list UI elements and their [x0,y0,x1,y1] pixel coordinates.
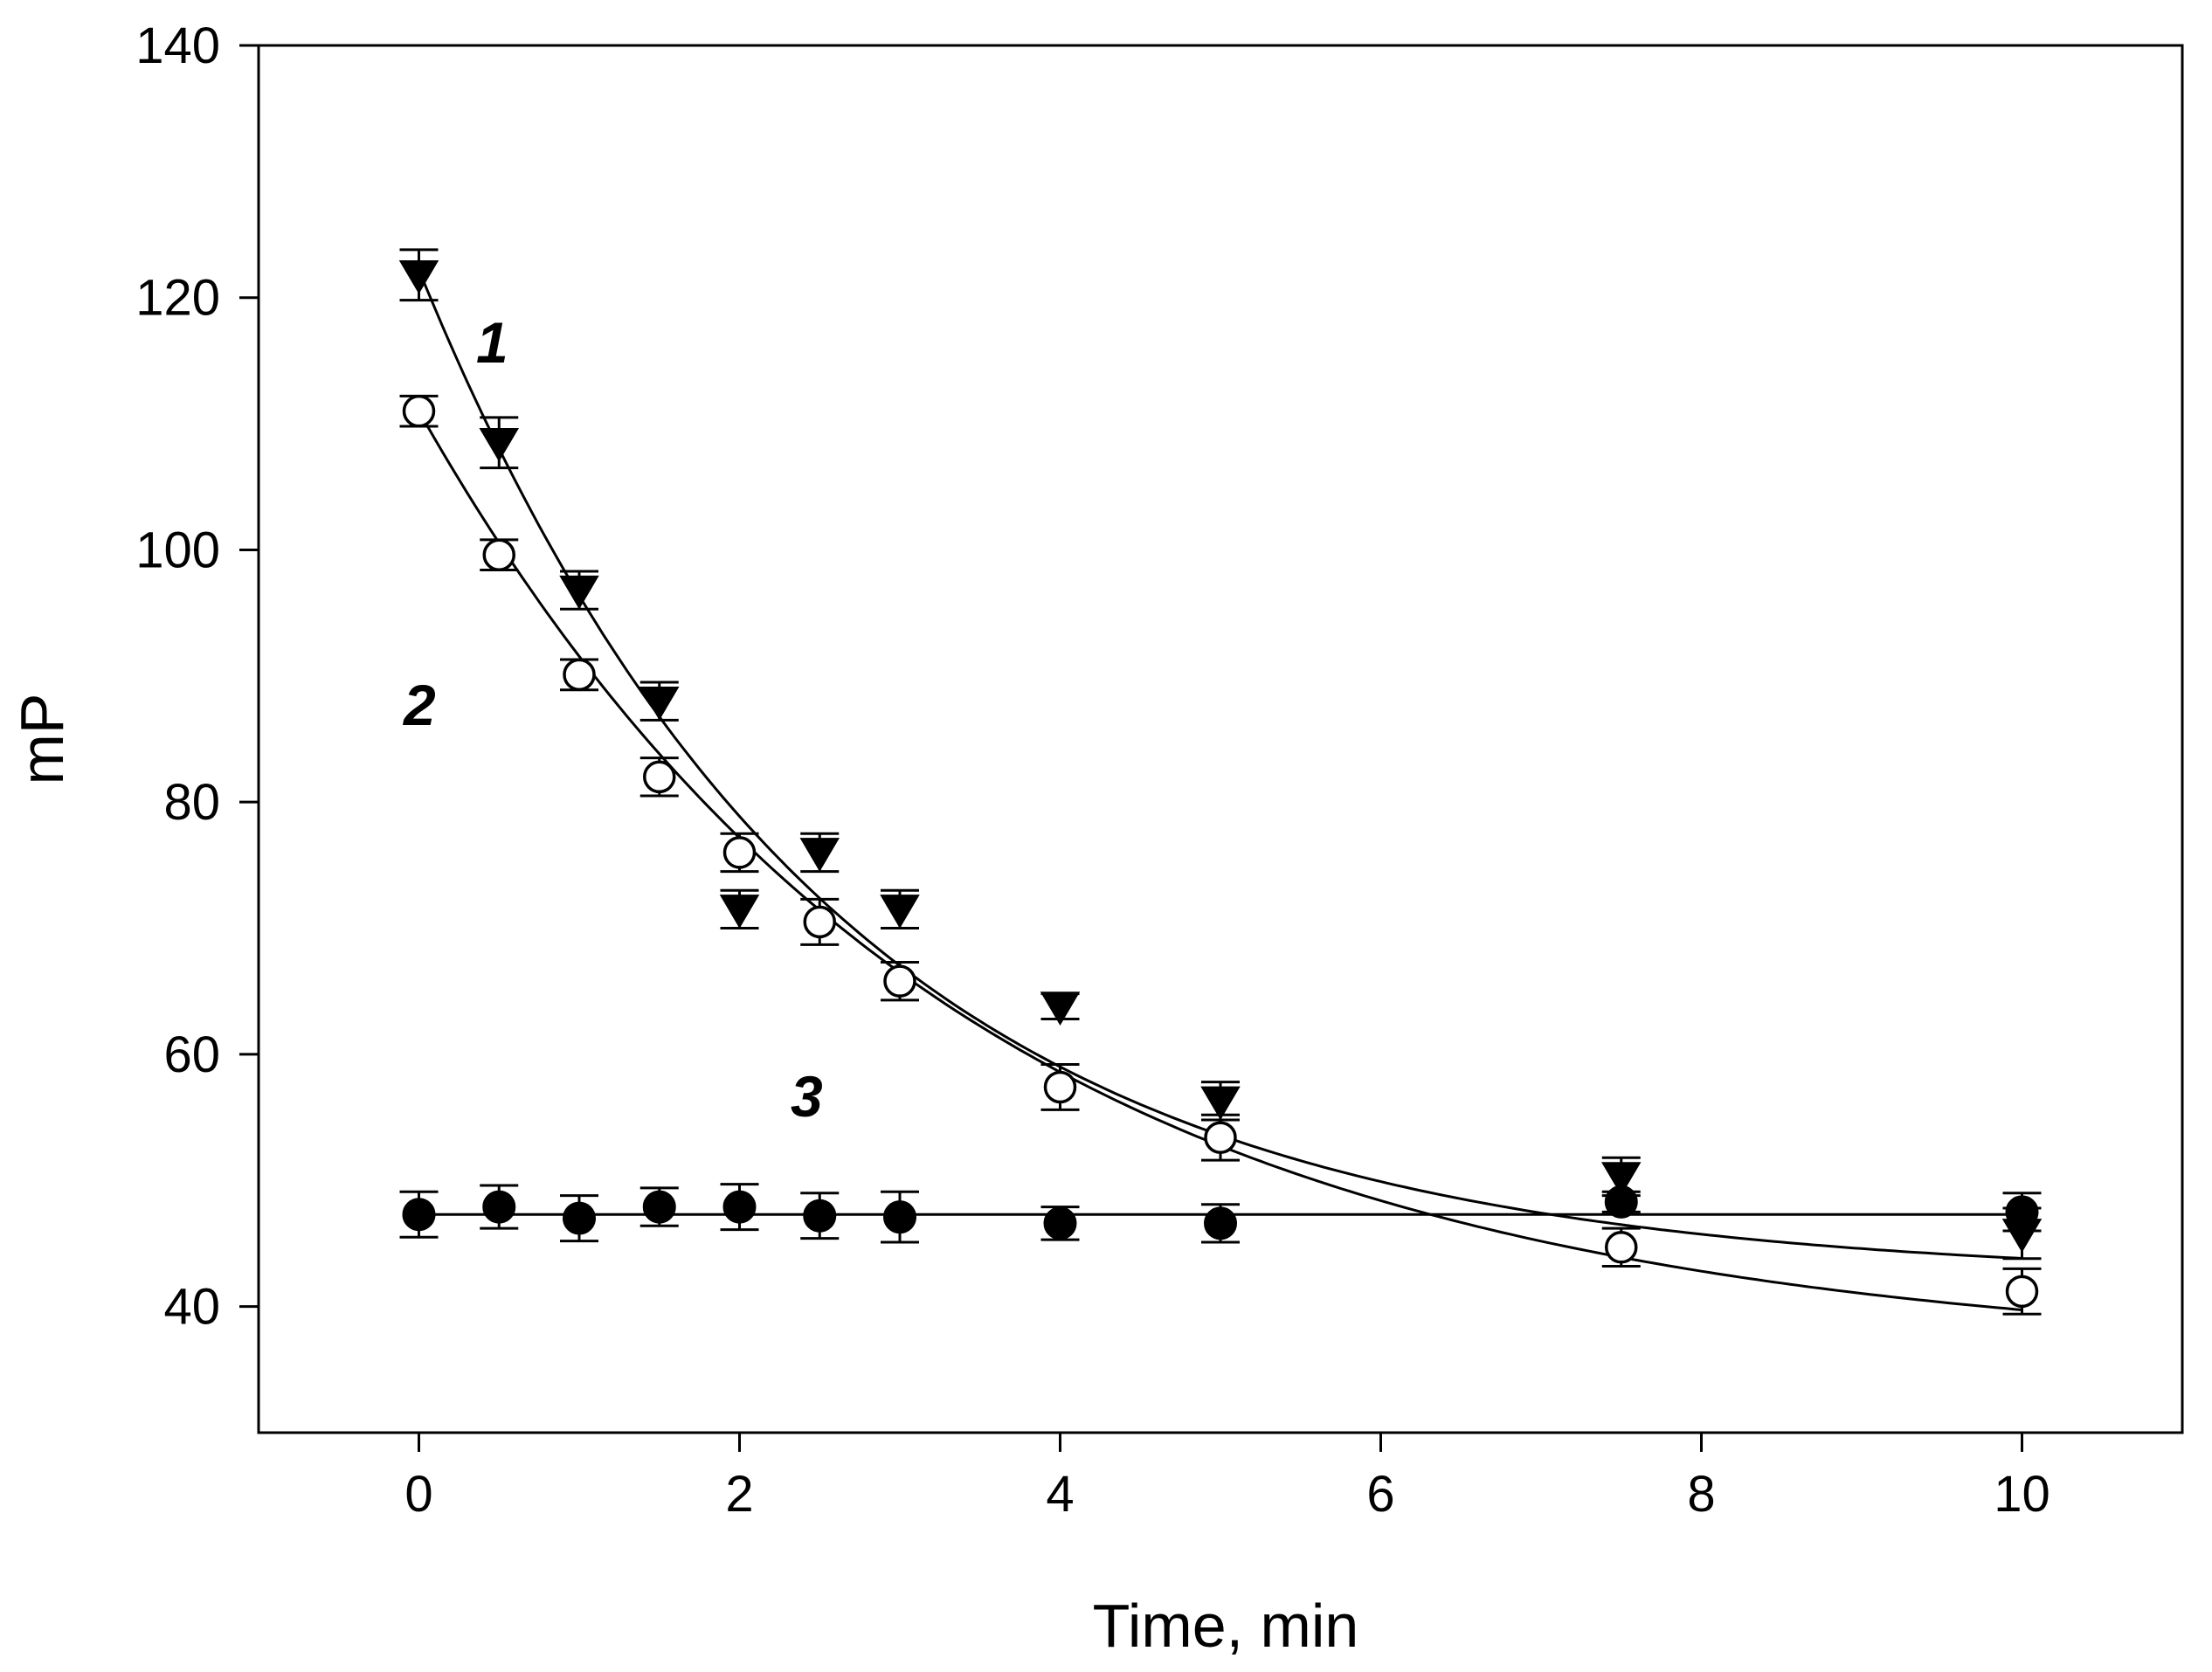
marker-series-2 [883,964,916,998]
marker-series-2 [1605,1231,1638,1264]
curve-labels: 1 2 3 [402,310,823,1129]
y-tick-label: 140 [135,17,220,74]
y-tick-label: 100 [135,522,220,578]
x-tick-label: 10 [1994,1466,2050,1523]
marker-series-2 [563,658,596,692]
marker-series-2 [803,905,836,939]
marker-series-2 [402,394,436,428]
curve-label-1: 1 [476,310,508,375]
marker-series-2 [643,760,676,794]
marker-series-2 [1043,1070,1077,1104]
marker-series-3 [402,1198,436,1232]
marker-series-3 [1204,1206,1237,1240]
marker-series-1 [799,838,840,872]
marker-series-1 [719,895,760,929]
ticks: 0 2 4 6 8 10 40 60 80 100 120 140 [135,17,2050,1523]
curve-label-2: 2 [402,673,436,737]
marker-series-3 [1043,1206,1077,1240]
x-tick-label: 6 [1366,1466,1394,1523]
marker-series-1 [880,895,920,929]
x-tick-label: 4 [1046,1466,1074,1523]
marker-series-1 [639,686,680,721]
marker-series-2 [482,538,515,571]
y-tick-label: 60 [163,1026,220,1083]
marker-series-3 [2005,1195,2039,1229]
marker-series-2 [722,836,757,869]
curve-label-3: 3 [791,1064,823,1129]
y-tick-label: 40 [163,1279,220,1336]
data-markers [398,259,2043,1309]
x-tick-label: 8 [1687,1466,1715,1523]
marker-series-2 [2005,1275,2039,1309]
marker-series-1 [1601,1162,1642,1196]
fit-curve-2 [418,410,2022,1311]
marker-series-3 [642,1190,676,1224]
marker-series-3 [803,1199,837,1233]
y-tick-label: 120 [135,270,220,327]
marker-series-1 [1200,1086,1241,1121]
marker-series-1 [1040,991,1081,1026]
marker-series-1 [559,575,599,610]
marker-series-3 [722,1190,757,1224]
x-tick-label: 0 [404,1466,432,1523]
x-tick-label: 2 [725,1466,753,1523]
x-axis-title: Time, min [1093,1592,1359,1660]
marker-series-3 [883,1200,916,1234]
marker-series-3 [563,1201,596,1235]
marker-series-2 [1204,1121,1237,1154]
plot-frame [257,44,2184,1434]
marker-series-1 [479,427,519,462]
y-tick-label: 80 [163,774,220,831]
y-axis-title: mP [8,694,76,785]
marker-series-3 [1604,1185,1638,1219]
marker-series-1 [398,259,439,294]
marker-series-3 [482,1190,516,1224]
